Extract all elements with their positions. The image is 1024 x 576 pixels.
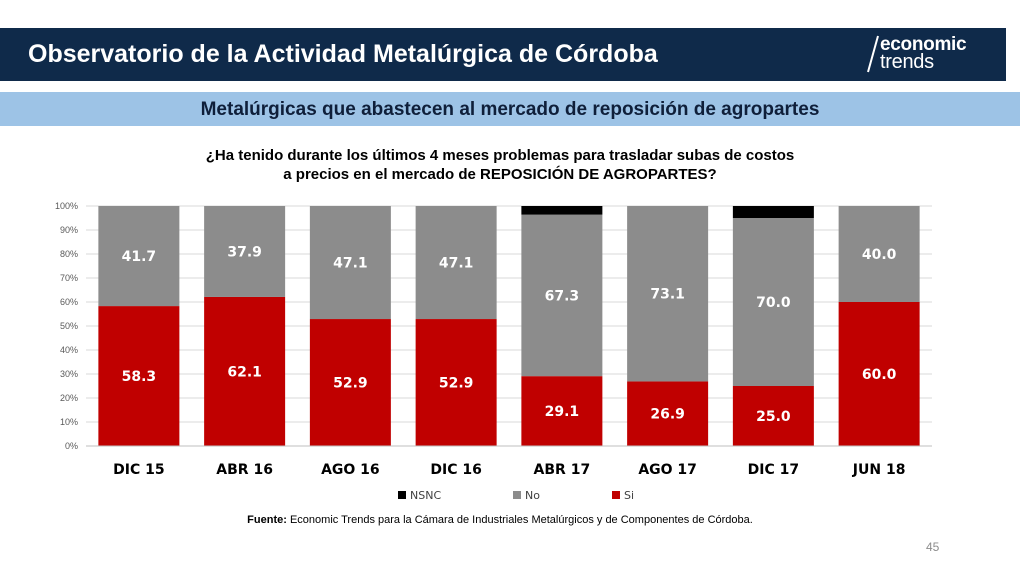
data-label: 41.7 — [122, 249, 157, 265]
data-label: 47.1 — [333, 256, 368, 272]
subtitle-bar: Metalúrgicas que abastecen al mercado de… — [0, 92, 1020, 126]
y-tick-label: 70% — [60, 273, 78, 283]
bar-segment-si — [732, 386, 814, 446]
y-tick-label: 50% — [60, 321, 78, 331]
bar-segment-si — [627, 381, 709, 446]
bar-segment-si — [309, 319, 391, 446]
bar-segment-no — [309, 206, 391, 320]
bar-segment-no — [732, 218, 814, 386]
brand-slash-icon — [867, 35, 879, 73]
y-tick-label: 100% — [55, 201, 78, 211]
footnote-label: Fuente: — [247, 514, 287, 526]
data-label: 25.0 — [756, 409, 791, 425]
y-tick-label: 0% — [65, 441, 78, 451]
data-label: 37.9 — [227, 244, 262, 260]
footnote: Fuente: Economic Trends para la Cámara d… — [0, 514, 1000, 526]
x-tick-label: AGO 17 — [638, 462, 697, 478]
section-subtitle: Metalúrgicas que abastecen al mercado de… — [200, 99, 820, 120]
x-tick-label: ABR 16 — [216, 462, 273, 478]
data-label: 67.3 — [545, 288, 580, 304]
bar-segment-no — [98, 206, 180, 307]
data-label: 52.9 — [439, 376, 474, 392]
y-tick-label: 60% — [60, 297, 78, 307]
question-line-1: ¿Ha tenido durante los últimos 4 meses p… — [205, 147, 795, 164]
bar-segment-no — [838, 206, 920, 302]
data-label: 60.0 — [862, 367, 897, 383]
y-tick-label: 40% — [60, 345, 78, 355]
bar-segment-si — [521, 376, 603, 446]
y-tick-label: 80% — [60, 249, 78, 259]
legend-swatch-no — [513, 491, 521, 499]
chart-question: ¿Ha tenido durante los últimos 4 meses p… — [100, 146, 900, 184]
x-tick-label: DIC 15 — [113, 462, 164, 478]
x-tick-label: DIC 17 — [748, 462, 799, 478]
data-label: 62.1 — [227, 364, 262, 380]
page-number: 45 — [926, 540, 940, 554]
header-bar: Observatorio de la Actividad Metalúrgica… — [0, 28, 1006, 81]
bar-segment-si — [98, 306, 180, 446]
bar-segment-no — [204, 206, 286, 297]
data-label: 26.9 — [650, 407, 685, 423]
page-title: Observatorio de la Actividad Metalúrgica… — [28, 40, 658, 68]
bar-segment-si — [204, 296, 286, 446]
data-label: 73.1 — [650, 287, 685, 303]
legend-label-si: Si — [624, 489, 634, 502]
y-tick-label: 10% — [60, 417, 78, 427]
y-tick-label: 20% — [60, 393, 78, 403]
footnote-text: Economic Trends para la Cámara de Indust… — [286, 514, 753, 526]
brand-logo-bottom: trends — [880, 51, 934, 73]
y-tick-label: 30% — [60, 369, 78, 379]
legend-label-nsnc: NSNC — [410, 489, 441, 502]
brand-logo-top: economic — [880, 34, 967, 55]
bar-segment-si — [838, 302, 920, 446]
x-tick-label: DIC 16 — [430, 462, 481, 478]
y-tick-label: 90% — [60, 225, 78, 235]
data-label: 29.1 — [545, 404, 580, 420]
x-tick-label: ABR 17 — [534, 462, 591, 478]
x-tick-label: AGO 16 — [321, 462, 380, 478]
bar-segment-no — [415, 206, 497, 320]
bar-segment-no — [627, 206, 709, 382]
x-tick-label: JUN 18 — [852, 462, 906, 478]
data-label: 70.0 — [756, 295, 791, 311]
data-label: 40.0 — [862, 247, 897, 263]
legend-swatch-nsnc — [398, 491, 406, 499]
legend-label-no: No — [525, 489, 540, 502]
bar-segment-nsnc — [732, 206, 814, 218]
data-label: 47.1 — [439, 256, 474, 272]
data-label: 52.9 — [333, 376, 368, 392]
question-line-2: a precios en el mercado de REPOSICIÓN DE… — [283, 166, 717, 183]
bar-segment-no — [521, 214, 603, 377]
bar-segment-nsnc — [521, 206, 603, 215]
legend-swatch-si — [612, 491, 620, 499]
data-label: 58.3 — [122, 369, 157, 385]
bar-segment-si — [415, 319, 497, 446]
